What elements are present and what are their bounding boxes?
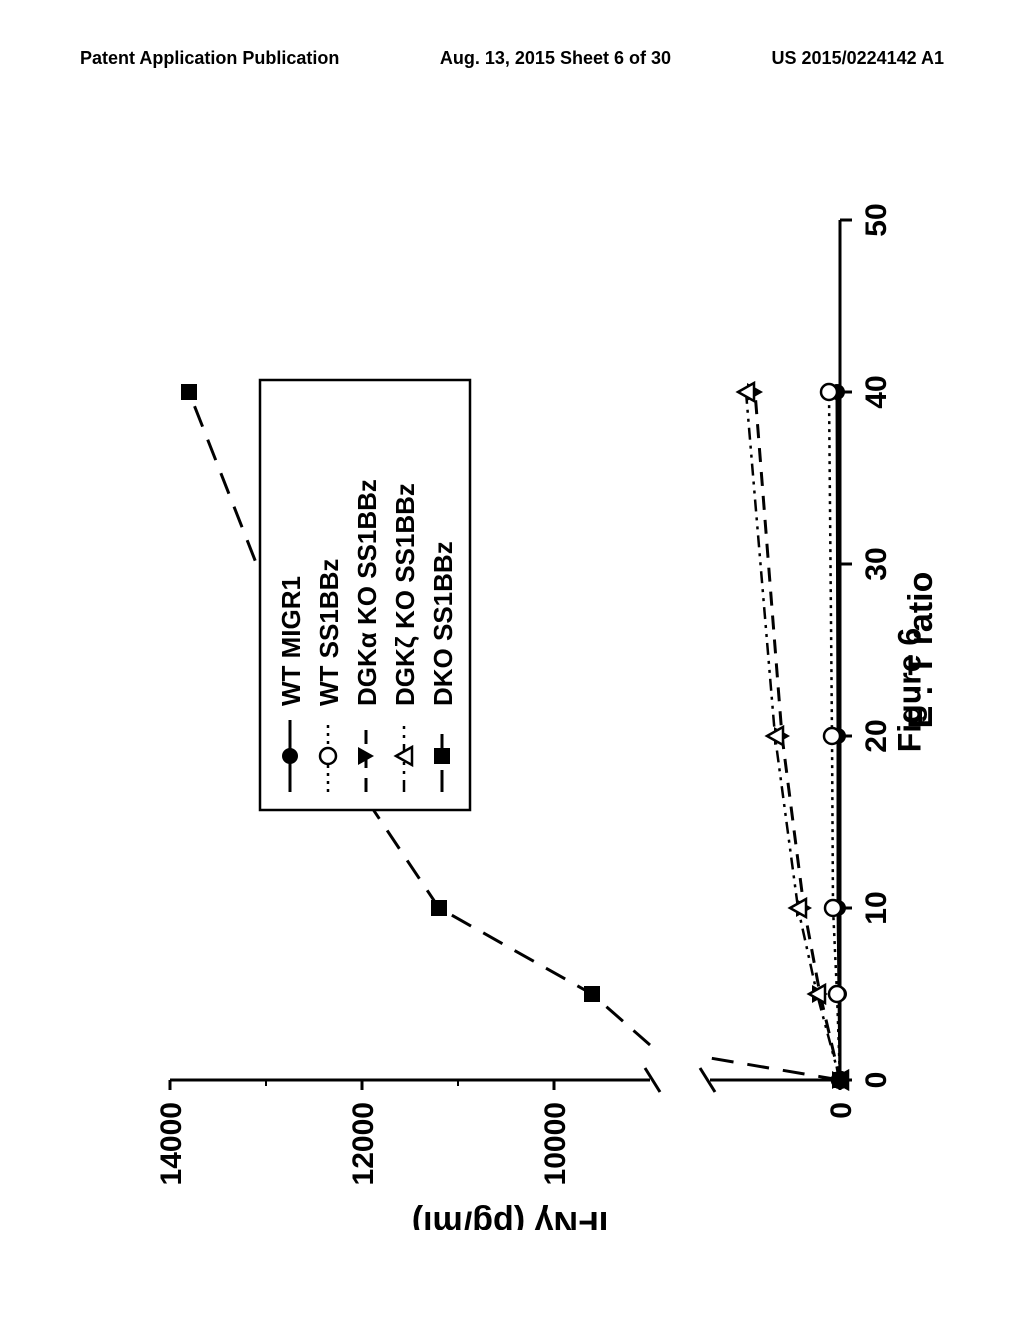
y-axis-label: IFNγ (pg/ml) — [412, 1204, 608, 1230]
svg-text:30: 30 — [860, 547, 893, 580]
x-tick-40: 40 — [840, 375, 893, 408]
header-left: Patent Application Publication — [80, 48, 339, 69]
x-tick-50: 50 — [840, 203, 893, 236]
svg-text:DKO SS1BBz: DKO SS1BBz — [428, 541, 458, 706]
page-header: Patent Application Publication Aug. 13, … — [0, 48, 1024, 69]
y-tick-12000: 12000 — [347, 1080, 380, 1185]
svg-text:10: 10 — [860, 891, 893, 924]
svg-text:40: 40 — [860, 375, 893, 408]
svg-text:0: 0 — [825, 1102, 858, 1119]
svg-text:10000: 10000 — [539, 1102, 572, 1185]
svg-text:DGKα KO SS1BBz: DGKα KO SS1BBz — [352, 479, 382, 706]
svg-text:14000: 14000 — [155, 1102, 188, 1185]
figure-container: 10000 12000 14000 0 0 10 20 30 40 50 E :… — [60, 150, 960, 1230]
svg-text:50: 50 — [860, 203, 893, 236]
svg-text:WT MIGR1: WT MIGR1 — [276, 576, 306, 706]
chart-svg: 10000 12000 14000 0 0 10 20 30 40 50 E :… — [60, 150, 960, 1230]
y-tick-10000: 10000 — [539, 1080, 572, 1185]
x-tick-30: 30 — [840, 547, 893, 580]
x-tick-20: 20 — [840, 719, 893, 752]
svg-text:DGKζ KO SS1BBz: DGKζ KO SS1BBz — [390, 483, 420, 706]
legend: WT MIGR1 WT SS1BBz DGKα KO SS1BBz DGKζ K… — [260, 380, 470, 810]
header-center: Aug. 13, 2015 Sheet 6 of 30 — [440, 48, 671, 69]
header-right: US 2015/0224142 A1 — [772, 48, 944, 69]
svg-text:20: 20 — [860, 719, 893, 752]
x-tick-10: 10 — [840, 891, 893, 924]
svg-text:12000: 12000 — [347, 1102, 380, 1185]
svg-text:0: 0 — [860, 1072, 893, 1089]
y-tick-14000: 14000 — [155, 1080, 188, 1185]
figure-caption-text: Figure 6 — [892, 628, 929, 752]
svg-text:WT SS1BBz: WT SS1BBz — [314, 559, 344, 706]
